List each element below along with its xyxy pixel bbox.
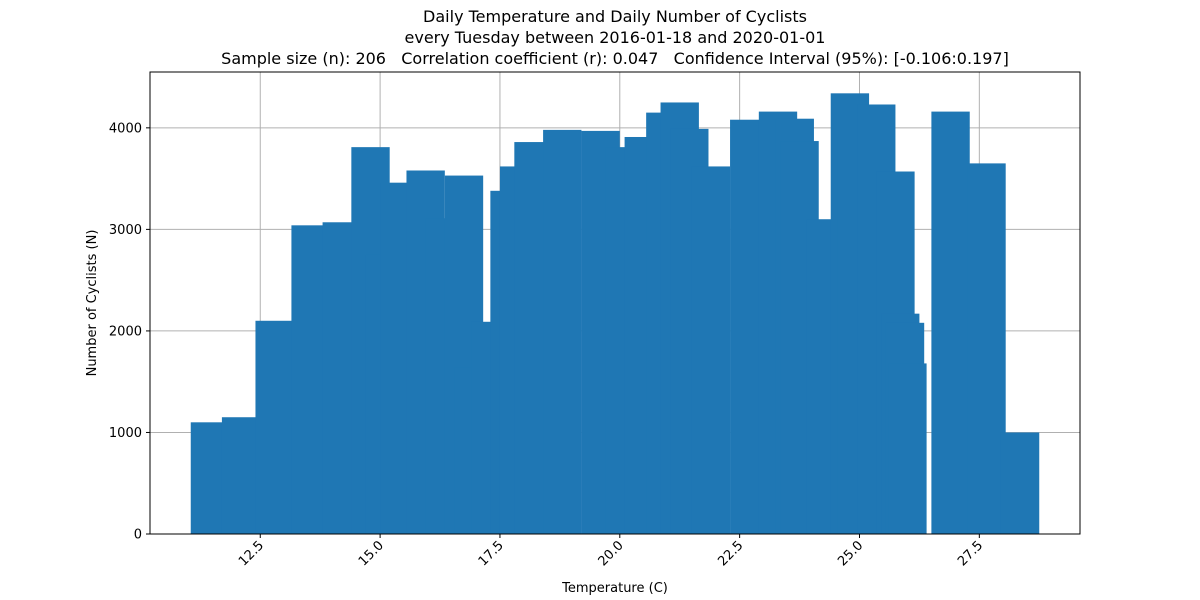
x-axis-label: Temperature (C) bbox=[561, 581, 668, 596]
x-tick-label: 27.5 bbox=[955, 538, 986, 569]
chart-title: Daily Temperature and Daily Number of Cy… bbox=[423, 7, 807, 26]
bar bbox=[1000, 432, 1040, 534]
x-tick-label: 12.5 bbox=[236, 538, 267, 569]
y-tick-label: 4000 bbox=[109, 121, 142, 136]
y-axis-ticks: 0 1000 2000 3000 4000 bbox=[109, 121, 150, 543]
x-axis-ticks: 12.5 15.0 17.5 20.0 22.5 25.0 27.5 bbox=[236, 534, 986, 569]
y-tick-label: 1000 bbox=[109, 426, 142, 441]
y-tick-label: 3000 bbox=[109, 223, 142, 238]
chart-stats-line: Sample size (n): 206 Correlation coeffic… bbox=[221, 49, 1009, 68]
x-tick-label: 25.0 bbox=[835, 538, 866, 569]
bar bbox=[221, 417, 261, 534]
y-axis-label: Number of Cyclists (N) bbox=[85, 230, 100, 377]
x-tick-label: 22.5 bbox=[715, 538, 746, 569]
bar bbox=[543, 129, 582, 534]
x-tick-label: 20.0 bbox=[596, 538, 627, 569]
bar bbox=[888, 363, 927, 534]
bar bbox=[255, 320, 294, 534]
chart-subtitle: every Tuesday between 2016-01-18 and 202… bbox=[405, 28, 826, 47]
y-tick-label: 0 bbox=[134, 528, 142, 543]
bar bbox=[931, 111, 970, 534]
bar bbox=[967, 163, 1006, 534]
bars bbox=[190, 93, 1040, 535]
bar bbox=[691, 166, 731, 534]
y-tick-label: 2000 bbox=[109, 324, 142, 339]
plot-frame bbox=[149, 71, 1081, 535]
x-tick-label: 15.0 bbox=[356, 538, 387, 569]
x-tick-label: 17.5 bbox=[476, 538, 507, 569]
